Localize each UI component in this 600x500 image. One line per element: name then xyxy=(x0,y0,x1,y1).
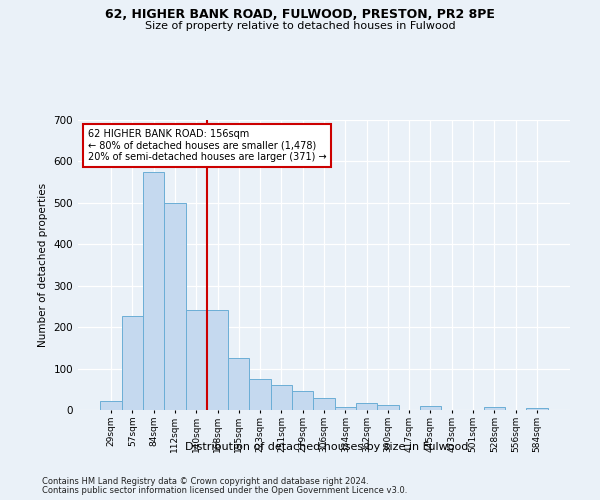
Text: 62 HIGHER BANK ROAD: 156sqm
← 80% of detached houses are smaller (1,478)
20% of : 62 HIGHER BANK ROAD: 156sqm ← 80% of det… xyxy=(88,128,326,162)
Bar xyxy=(377,405,398,410)
Bar xyxy=(250,379,271,410)
Bar xyxy=(335,407,356,410)
Text: 62, HIGHER BANK ROAD, FULWOOD, PRESTON, PR2 8PE: 62, HIGHER BANK ROAD, FULWOOD, PRESTON, … xyxy=(105,8,495,20)
Bar xyxy=(313,398,335,410)
Bar xyxy=(122,316,143,410)
Bar xyxy=(100,401,122,410)
Bar xyxy=(292,392,313,410)
Text: Contains HM Land Registry data © Crown copyright and database right 2024.: Contains HM Land Registry data © Crown c… xyxy=(42,478,368,486)
Bar xyxy=(207,310,228,410)
Bar xyxy=(228,358,250,410)
Bar xyxy=(526,408,548,410)
Text: Distribution of detached houses by size in Fulwood: Distribution of detached houses by size … xyxy=(185,442,469,452)
Bar xyxy=(143,172,164,410)
Text: Contains public sector information licensed under the Open Government Licence v3: Contains public sector information licen… xyxy=(42,486,407,495)
Text: Size of property relative to detached houses in Fulwood: Size of property relative to detached ho… xyxy=(145,21,455,31)
Bar xyxy=(271,385,292,410)
Bar xyxy=(164,203,185,410)
Bar xyxy=(484,406,505,410)
Bar xyxy=(185,310,207,410)
Y-axis label: Number of detached properties: Number of detached properties xyxy=(38,183,48,347)
Bar xyxy=(420,406,441,410)
Bar xyxy=(356,402,377,410)
